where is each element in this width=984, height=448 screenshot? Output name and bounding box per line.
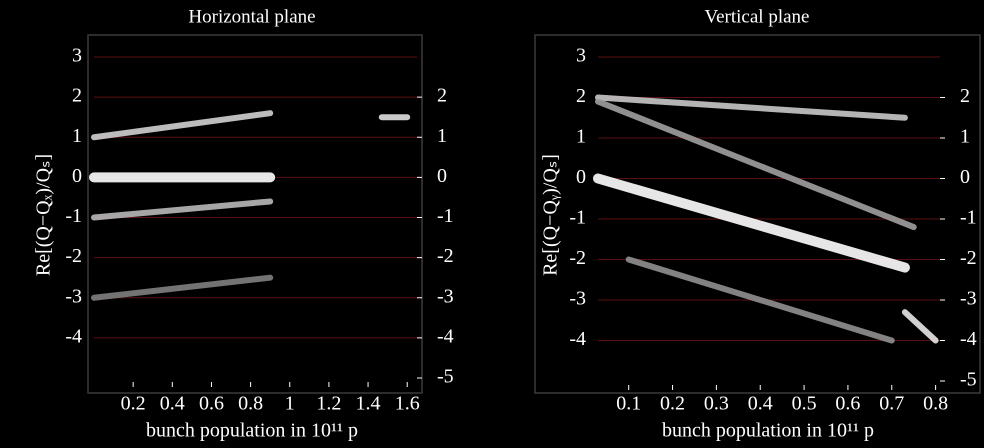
x-axis-label: bunch population in 10¹¹ p — [146, 420, 358, 442]
y2-tick-label: 0 — [437, 165, 447, 187]
x-tick-label: 1.4 — [356, 393, 381, 415]
x-tick-label: 0.4 — [748, 393, 773, 415]
chart-title: Vertical plane — [705, 6, 810, 27]
mode-band — [595, 94, 908, 121]
y-tick-label: 3 — [576, 45, 586, 67]
frame — [534, 34, 981, 394]
x-tick-label: 0.1 — [616, 393, 641, 415]
mode-band — [595, 98, 917, 231]
x-tick-label: 0.4 — [160, 393, 185, 415]
y-axis-label: Re[(Q−Qₓ)/Qₛ] — [33, 154, 55, 276]
y2-tick-label: -2 — [437, 245, 454, 267]
y-tick-label: 2 — [72, 85, 82, 107]
x-tick-label: 0.6 — [835, 393, 860, 415]
y2-tick-label: -4 — [960, 328, 977, 350]
x-tick-label: 1 — [285, 393, 295, 415]
y-tick-label: 0 — [576, 166, 586, 188]
x-tick-label: 0.3 — [704, 393, 729, 415]
y-tick-label: -1 — [65, 205, 82, 227]
mode-band — [625, 256, 895, 344]
y2-tick-label: -5 — [437, 366, 454, 388]
x-tick-label: 1.2 — [316, 393, 341, 415]
y-tick-label: -4 — [569, 328, 586, 350]
y2-tick-label: -4 — [437, 325, 454, 347]
x-axis-label: bunch population in 10¹¹ p — [662, 420, 874, 442]
y-tick-label: 1 — [576, 126, 586, 148]
mode-band — [593, 173, 910, 273]
x-tick-label: 0.5 — [792, 393, 817, 415]
mode-band — [91, 198, 274, 221]
y2-tick-label: -3 — [960, 288, 977, 310]
mode-band — [91, 110, 274, 141]
mode-band — [91, 274, 274, 301]
x-tick-label: 0.7 — [879, 393, 904, 415]
frame — [87, 34, 423, 394]
x-tick-label: 0.8 — [238, 393, 263, 415]
y2-tick-label: 1 — [960, 126, 970, 148]
y-tick-label: -1 — [569, 207, 586, 229]
y2-tick-label: -3 — [437, 285, 454, 307]
y-tick-label: -2 — [569, 247, 586, 269]
x-tick-label: 0.2 — [121, 393, 146, 415]
y-tick-label: 1 — [72, 125, 82, 147]
y2-tick-label: -1 — [960, 207, 977, 229]
x-tick-label: 1.6 — [395, 393, 420, 415]
y2-tick-label: 2 — [437, 85, 447, 107]
x-tick-label: 0.6 — [199, 393, 224, 415]
y2-tick-label: -1 — [437, 205, 454, 227]
x-tick-label: 0.2 — [660, 393, 685, 415]
mode-band — [901, 309, 939, 344]
y-tick-label: -4 — [65, 325, 82, 347]
y-tick-label: 2 — [576, 85, 586, 107]
y2-tick-label: 0 — [960, 166, 970, 188]
y2-tick-label: 2 — [960, 85, 970, 107]
y-tick-label: -2 — [65, 245, 82, 267]
y-tick-label: 0 — [72, 165, 82, 187]
y-axis-label: Re[(Q−Qᵧ)/Qₛ] — [540, 154, 562, 276]
y2-tick-label: -5 — [960, 369, 977, 391]
x-tick-label: 0.8 — [923, 393, 948, 415]
y2-tick-label: -2 — [960, 247, 977, 269]
y-tick-label: 3 — [72, 45, 82, 67]
y2-tick-label: 1 — [437, 125, 447, 147]
y-tick-label: -3 — [569, 288, 586, 310]
y-tick-label: -3 — [65, 285, 82, 307]
chart-title: Horizontal plane — [188, 6, 315, 27]
